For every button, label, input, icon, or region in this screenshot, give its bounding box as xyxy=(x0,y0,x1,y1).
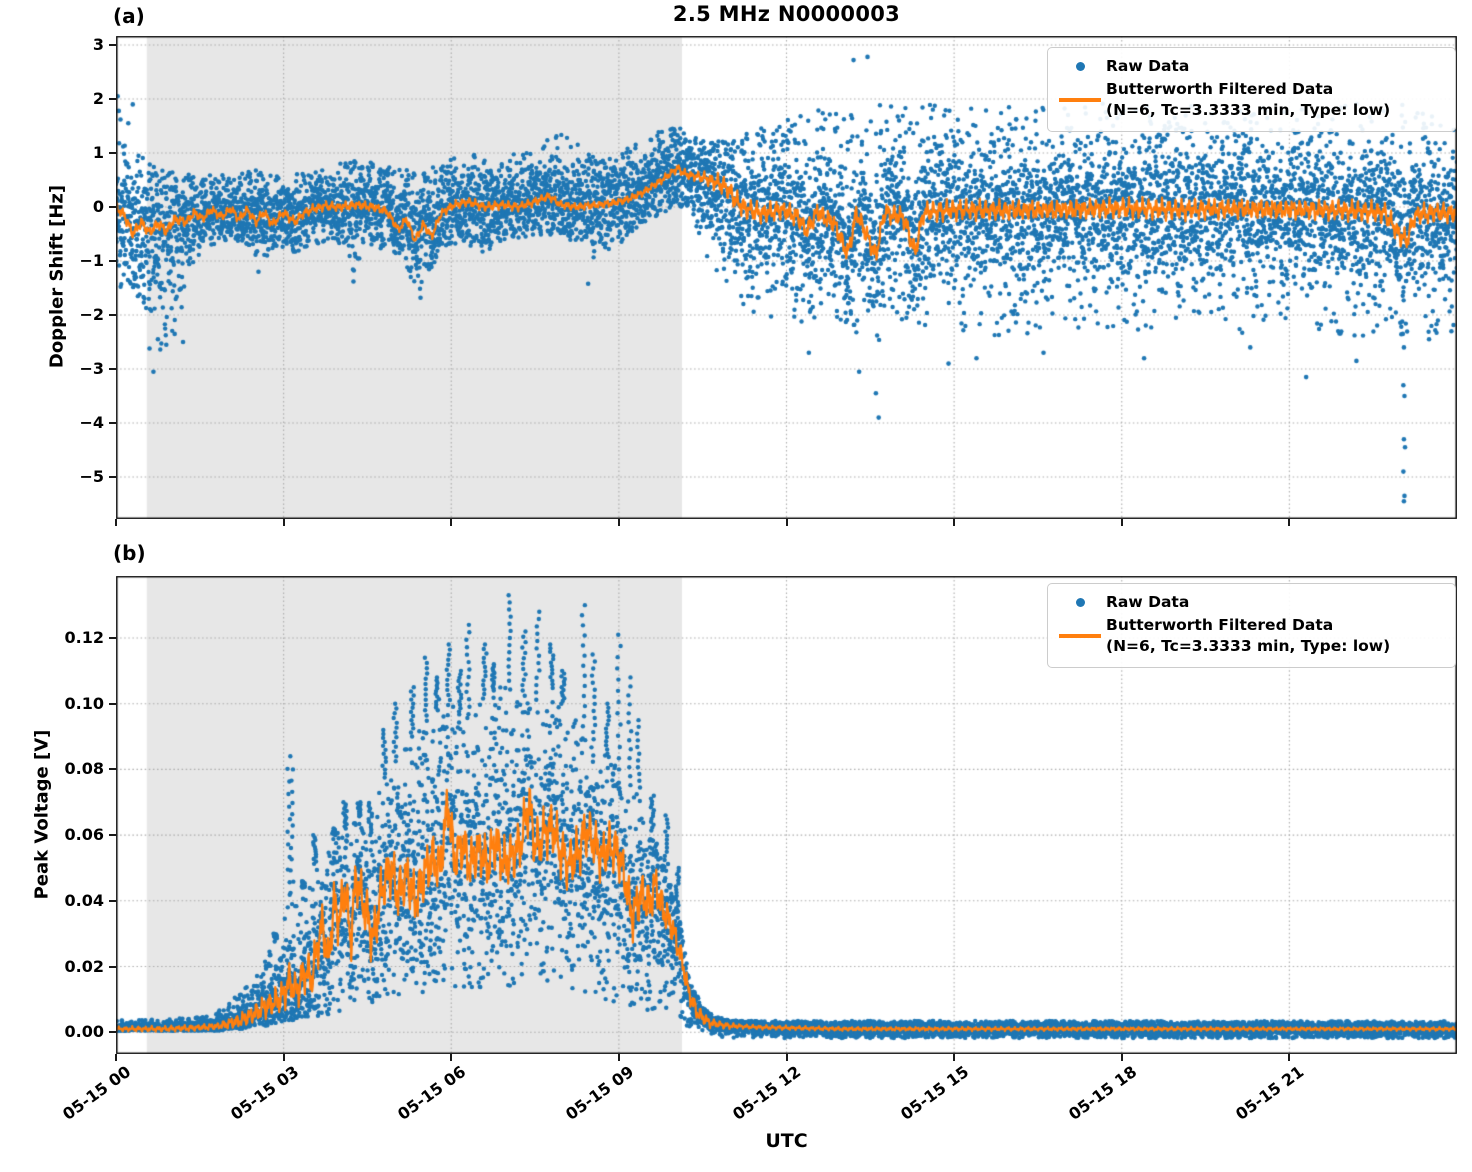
y-tick-mark xyxy=(109,314,116,316)
y-tick-mark xyxy=(109,206,116,208)
filtered-line-icon xyxy=(1059,634,1101,638)
x-tick-label: 05-15 15 xyxy=(897,1062,973,1124)
y-tick-mark xyxy=(109,637,116,639)
figure-title: 2.5 MHz N0000003 xyxy=(672,2,901,26)
y-tick-mark xyxy=(109,1031,116,1034)
legend-filtered-label-line2: (N=6, Tc=3.3333 min, Type: low) xyxy=(1106,637,1391,655)
legend-filtered-label-line1: Butterworth Filtered Data xyxy=(1106,616,1334,634)
x-tick-mark xyxy=(115,519,117,526)
y-tick-label: −1 xyxy=(79,251,104,270)
x-tick-mark xyxy=(282,1054,285,1061)
legend-entry-filtered: Butterworth Filtered Data (N=6, Tc=3.333… xyxy=(1054,79,1445,121)
x-tick-mark xyxy=(1120,519,1123,526)
subplot-label-a: (a) xyxy=(113,4,145,28)
y-tick-label: 0.10 xyxy=(64,693,104,713)
y-tick-label: 3 xyxy=(92,35,104,54)
y-tick-label: 0.02 xyxy=(64,956,104,976)
x-tick-mark xyxy=(953,519,956,526)
filtered-line-icon xyxy=(1059,98,1101,102)
x-tick-mark xyxy=(953,1054,956,1061)
x-tick-mark xyxy=(785,519,788,526)
y-tick-label: 0.12 xyxy=(64,628,104,647)
legend-entry-filtered: Butterworth Filtered Data (N=6, Tc=3.333… xyxy=(1054,615,1445,657)
y-tick-label: −3 xyxy=(79,359,104,378)
legend-panel-b: Raw Data Butterworth Filtered Data (N=6,… xyxy=(1047,583,1456,668)
x-axis-label: UTC xyxy=(765,1130,808,1152)
y-tick-mark xyxy=(109,98,116,100)
y-tick-mark xyxy=(109,768,116,771)
x-tick-mark xyxy=(1120,1054,1123,1061)
raw-data-marker-icon xyxy=(1075,598,1085,607)
y-tick-label: −4 xyxy=(79,413,104,432)
legend-raw-label: Raw Data xyxy=(1106,57,1190,75)
y-tick-mark xyxy=(109,44,116,46)
x-tick-label: 05-15 09 xyxy=(561,1062,638,1124)
x-tick-label: 05-15 21 xyxy=(1232,1062,1308,1124)
y-tick-mark xyxy=(109,368,116,370)
x-tick-mark xyxy=(450,1054,453,1061)
x-tick-mark xyxy=(617,1054,620,1061)
x-tick-mark xyxy=(450,519,453,526)
x-tick-mark xyxy=(282,519,285,526)
x-tick-mark xyxy=(1288,519,1291,526)
y-tick-label: 0.04 xyxy=(64,890,104,910)
x-tick-mark xyxy=(115,1054,117,1061)
y-tick-label: −5 xyxy=(79,467,104,486)
y-tick-mark xyxy=(109,965,116,968)
y-tick-label: 0.06 xyxy=(64,825,104,845)
x-tick-label: 05-15 03 xyxy=(226,1062,302,1124)
y-tick-label: 2 xyxy=(92,89,104,108)
y-tick-mark xyxy=(109,899,116,902)
legend-entry-raw: Raw Data xyxy=(1054,56,1445,77)
y-tick-mark xyxy=(109,834,116,837)
x-tick-label: 05-15 18 xyxy=(1064,1062,1140,1124)
legend-entry-raw: Raw Data xyxy=(1054,592,1445,613)
y-tick-mark xyxy=(109,476,116,478)
x-tick-mark xyxy=(1288,1054,1291,1061)
legend-panel-a: Raw Data Butterworth Filtered Data (N=6,… xyxy=(1047,47,1456,132)
y-tick-mark xyxy=(109,702,116,705)
subplot-label-b: (b) xyxy=(113,541,146,565)
raw-data-marker-icon xyxy=(1075,62,1085,71)
y-tick-mark xyxy=(109,152,116,154)
legend-filtered-label-line2: (N=6, Tc=3.3333 min, Type: low) xyxy=(1106,101,1391,119)
x-tick-label: 05-15 00 xyxy=(59,1062,135,1124)
legend-raw-label: Raw Data xyxy=(1106,593,1190,611)
y-tick-label: 0 xyxy=(92,197,104,216)
x-tick-mark xyxy=(785,1054,788,1061)
y-tick-mark xyxy=(109,260,116,262)
y-tick-label: 0.00 xyxy=(64,1022,104,1042)
y-tick-label: 0.08 xyxy=(64,759,104,779)
x-tick-mark xyxy=(617,519,620,526)
legend-filtered-label-line1: Butterworth Filtered Data xyxy=(1106,80,1334,98)
y-tick-mark xyxy=(109,422,116,424)
y-tick-label: 1 xyxy=(92,143,104,162)
y-tick-label: −2 xyxy=(79,305,104,324)
x-tick-label: 05-15 12 xyxy=(729,1062,805,1124)
x-tick-label: 05-15 06 xyxy=(394,1062,470,1124)
